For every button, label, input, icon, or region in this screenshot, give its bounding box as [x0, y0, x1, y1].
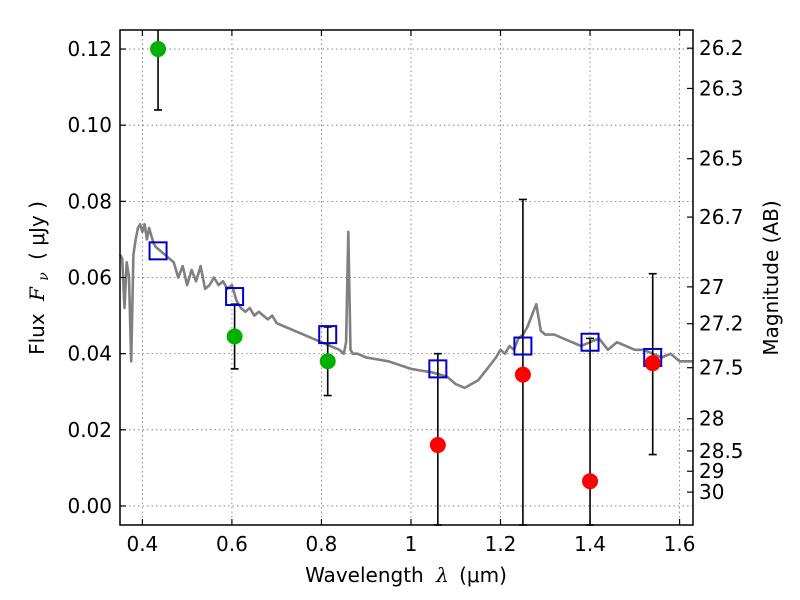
y-tick-label: 0.02 — [67, 418, 112, 442]
axes-ticks: 0.4 0.6 0.8 1 1.2 1.4 1.6 0.00 0.02 0.04 0.06 0.08 0… — [67, 30, 744, 556]
detection-point — [319, 353, 336, 370]
y2-tick-label: 26.2 — [699, 36, 744, 60]
upper-limit-point — [582, 473, 599, 490]
y2-axis-title: Magnitude (AB) — [759, 200, 783, 355]
y-tick-label: 0.08 — [67, 189, 112, 213]
model-band-marker — [580, 332, 600, 352]
x-tick-label: 1.4 — [574, 532, 606, 556]
y2-tick-label: 26.5 — [699, 147, 744, 171]
y-tick-label: 0.00 — [67, 494, 112, 518]
y2-tick-label: 27.2 — [699, 312, 744, 336]
y2-tick-label: 27.5 — [699, 356, 744, 380]
x-tick-label: 1.6 — [664, 532, 696, 556]
grid-layer — [120, 30, 693, 525]
model-band-marker — [513, 336, 533, 356]
x-tick-label: 0.4 — [126, 532, 158, 556]
detection-point — [150, 41, 167, 58]
model-band-marker — [428, 359, 448, 379]
upper-limit-point — [429, 437, 446, 454]
y2-tick-label: 30 — [699, 480, 724, 504]
model-sed-line — [118, 222, 693, 390]
x-tick-label: 0.6 — [216, 532, 248, 556]
x-tick-label: 1.2 — [485, 532, 517, 556]
y-axis-title: Flux F ν ( μJy ) — [25, 201, 53, 355]
y-tick-label: 0.12 — [67, 37, 112, 61]
y2-tick-label: 27 — [699, 275, 724, 299]
detection-point — [226, 328, 243, 345]
model-band-marker — [225, 287, 245, 307]
x-tick-label: 1 — [405, 532, 418, 556]
model-band-marker — [318, 325, 338, 345]
y-tick-label: 0.06 — [67, 266, 112, 290]
y-tick-label: 0.10 — [67, 113, 112, 137]
model-band-marker — [148, 241, 168, 261]
y-tick-label: 0.04 — [67, 342, 112, 366]
upper-limit-point — [514, 366, 531, 383]
upper-limit-point — [644, 355, 661, 372]
y2-tick-label: 26.7 — [699, 205, 744, 229]
x-axis-title: Wavelength λ (μm) — [305, 563, 507, 587]
y2-tick-label: 28.5 — [699, 439, 744, 463]
y2-tick-label: 28 — [699, 407, 724, 431]
y2-tick-label: 26.3 — [699, 76, 744, 100]
y2-tick-label: 29 — [699, 459, 724, 483]
x-tick-label: 0.8 — [306, 532, 338, 556]
